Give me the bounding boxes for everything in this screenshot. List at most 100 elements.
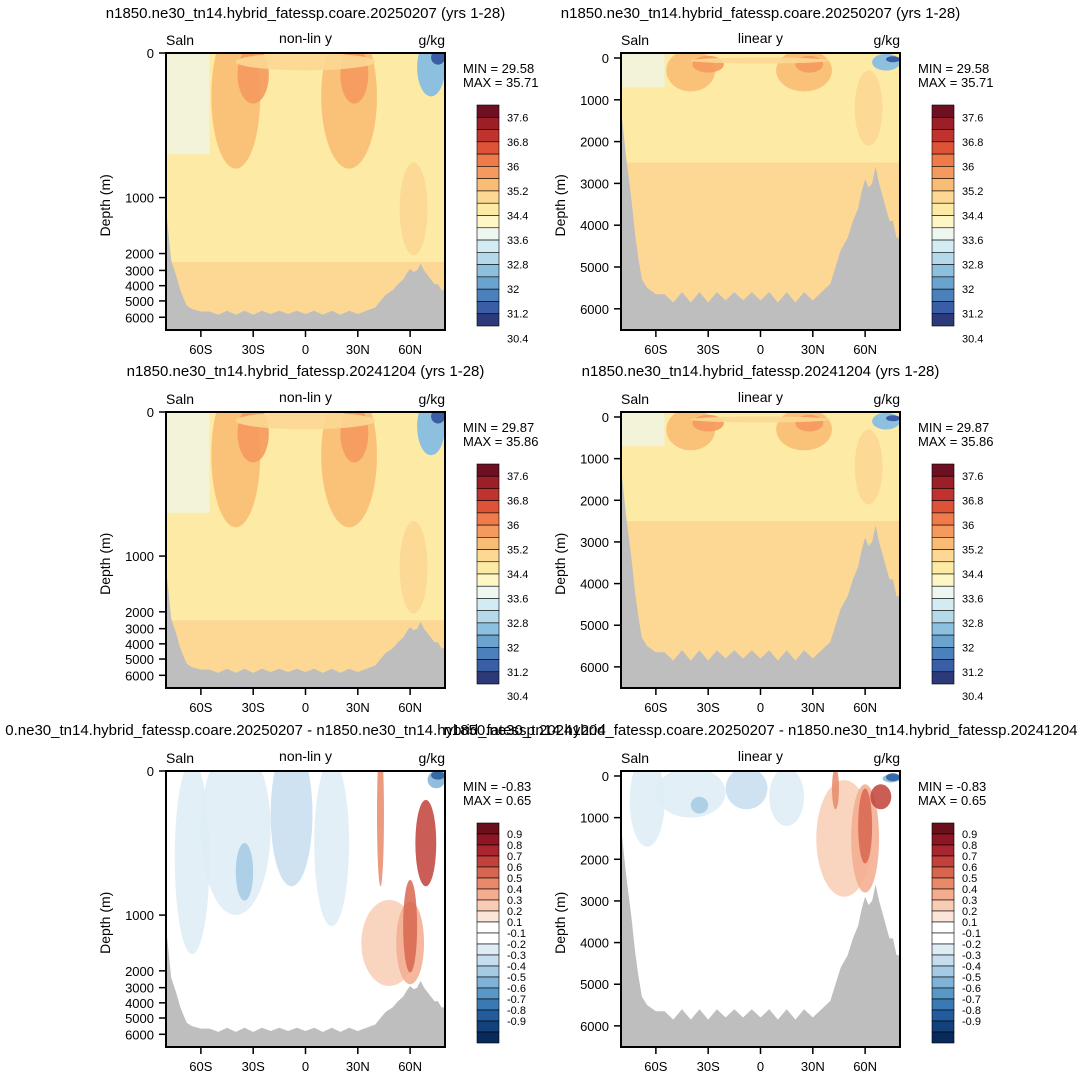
colorbar-label: -0.6 xyxy=(507,983,526,995)
axis-scale-label: linear y xyxy=(738,30,783,46)
colorbar-bin xyxy=(476,866,500,879)
y-tick-label: 3000 xyxy=(580,894,609,909)
colorbar-bin xyxy=(931,998,955,1011)
colorbar-label: -0.1 xyxy=(962,928,981,940)
colorbar-label: 32.8 xyxy=(507,260,528,272)
colorbar-label: 34.4 xyxy=(507,569,528,581)
x-tick-label: 0 xyxy=(757,342,764,357)
colorbar-bin xyxy=(931,475,955,489)
y-axis-title: Depth (m) xyxy=(552,533,568,595)
y-tick-label: 6000 xyxy=(580,1019,609,1034)
y-tick-label: 0 xyxy=(602,51,609,66)
colorbar-bin xyxy=(931,1009,955,1022)
colorbar-bin xyxy=(476,573,500,587)
x-tick-label: 0 xyxy=(302,1059,309,1074)
anomaly-contour xyxy=(270,771,313,887)
fresh-water-region xyxy=(621,53,665,88)
colorbar-label: 34.4 xyxy=(962,569,983,581)
colorbar-bin xyxy=(931,252,955,265)
colorbar-bin xyxy=(931,313,955,327)
colorbar-label: 31.2 xyxy=(507,309,528,321)
y-tick-label: 5000 xyxy=(580,618,609,633)
colorbar-bin xyxy=(476,888,500,901)
units-label: g/kg xyxy=(874,32,900,48)
y-tick-label: 3000 xyxy=(580,176,609,191)
y-tick-label: 5000 xyxy=(125,1011,154,1026)
salinity-contour xyxy=(340,412,369,463)
colorbar-bin xyxy=(931,921,955,934)
colorbar-label: 0.6 xyxy=(962,862,977,874)
arctic-fresh-core xyxy=(431,412,445,424)
y-tick-label: 3000 xyxy=(580,535,609,550)
colorbar-bin xyxy=(476,822,500,835)
colorbar-bin xyxy=(476,1020,500,1033)
y-tick-label: 0 xyxy=(147,405,154,420)
x-tick-label: 30N xyxy=(801,700,825,715)
colorbar-bin xyxy=(931,488,955,501)
colorbar-label: -0.2 xyxy=(962,939,981,951)
y-tick-label: 3000 xyxy=(125,263,154,278)
anomaly-contour xyxy=(376,771,384,887)
colorbar-label: 35.2 xyxy=(962,186,983,198)
colorbar-label: -0.9 xyxy=(962,1016,981,1028)
x-tick-label: 0 xyxy=(302,342,309,357)
panel-title: n1850.ne30_tn14.hybrid_fatessp.20241204 … xyxy=(127,363,485,380)
colorbar-label: 33.6 xyxy=(507,235,528,247)
colorbar-bin xyxy=(476,622,500,636)
colorbar-bin xyxy=(476,954,500,967)
anomaly-contour xyxy=(725,771,768,810)
x-tick-label: 60S xyxy=(189,700,212,715)
colorbar-bin xyxy=(476,116,500,130)
x-tick-label: 0 xyxy=(757,700,764,715)
y-tick-label: 1000 xyxy=(125,191,154,206)
y-tick-label: 3000 xyxy=(125,622,154,637)
panel-title: n1850.ne30_tn14.hybrid_fatessp.coare.202… xyxy=(444,722,1078,739)
colorbar-bin xyxy=(476,166,500,179)
x-tick-label: 30S xyxy=(697,700,720,715)
colorbar-bin xyxy=(931,634,955,648)
units-label: g/kg xyxy=(874,750,900,766)
colorbar-bin xyxy=(931,573,955,587)
colorbar-bin xyxy=(476,671,500,685)
arctic-fresh-core xyxy=(886,415,900,422)
max-value: MAX = 35.86 xyxy=(918,434,994,449)
variable-label: Saln xyxy=(621,391,649,407)
y-tick-label: 1000 xyxy=(580,93,609,108)
salinity-field xyxy=(621,412,900,688)
min-value: MIN = 29.58 xyxy=(463,61,534,76)
colorbar-bin xyxy=(476,932,500,945)
x-tick-label: 30S xyxy=(242,1059,265,1074)
land-mask xyxy=(621,826,900,1047)
colorbar-bin xyxy=(476,104,500,118)
colorbar-label: 33.6 xyxy=(962,593,983,605)
colorbar-label: 0.5 xyxy=(507,873,522,885)
colorbar-bin xyxy=(476,943,500,956)
y-tick-label: 5000 xyxy=(580,977,609,992)
colorbar-label: 36 xyxy=(507,161,519,173)
colorbar-label: -0.4 xyxy=(962,961,981,973)
y-tick-label: 3000 xyxy=(125,981,154,996)
colorbar-bin xyxy=(931,877,955,890)
colorbar-bin xyxy=(476,610,500,624)
colorbar-bin xyxy=(931,104,955,118)
colorbar-bin xyxy=(476,855,500,868)
colorbar-bin xyxy=(476,512,500,526)
colorbar-label: -0.5 xyxy=(962,972,981,984)
x-tick-label: 30S xyxy=(242,342,265,357)
colorbar-label: 0.5 xyxy=(962,873,977,885)
colorbar-bin xyxy=(931,866,955,879)
y-tick-label: 1000 xyxy=(125,908,154,923)
colorbar-label: 0.9 xyxy=(962,829,977,841)
x-tick-label: 60N xyxy=(853,342,877,357)
anomaly-contour xyxy=(886,773,900,782)
colorbar-bin xyxy=(931,943,955,956)
colorbar-label: 32 xyxy=(962,642,974,654)
colorbar-label: 0.7 xyxy=(507,851,522,863)
x-tick-label: 30N xyxy=(346,1059,370,1074)
colorbar-label: 36.8 xyxy=(962,137,983,149)
colorbar-bin xyxy=(931,833,955,846)
y-tick-label: 5000 xyxy=(125,294,154,309)
variable-label: Saln xyxy=(166,391,194,407)
colorbar-label: 31.2 xyxy=(507,667,528,679)
colorbar-bin xyxy=(931,822,955,835)
